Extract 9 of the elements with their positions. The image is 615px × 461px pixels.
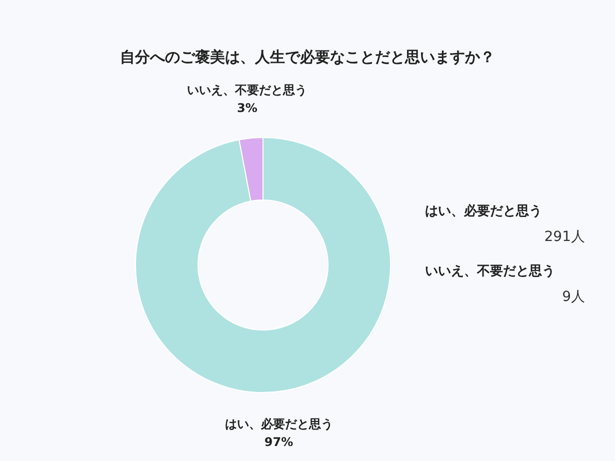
- slice-label: はい、必要だと思う: [425, 202, 543, 220]
- chart-title: 自分へのご褒美は、人生で必要なことだと思いますか？: [119, 48, 496, 67]
- slice-label: いいえ、不要だと思う: [187, 83, 308, 98]
- data-label: 97%: [264, 434, 294, 449]
- text: 291人: [543, 228, 586, 246]
- data-label: 3%: [237, 101, 258, 116]
- category-label: いいえ、不要だと思う: [425, 264, 555, 279]
- text: 9人: [561, 288, 586, 306]
- slice-label: はい、必要だと思う: [224, 416, 333, 431]
